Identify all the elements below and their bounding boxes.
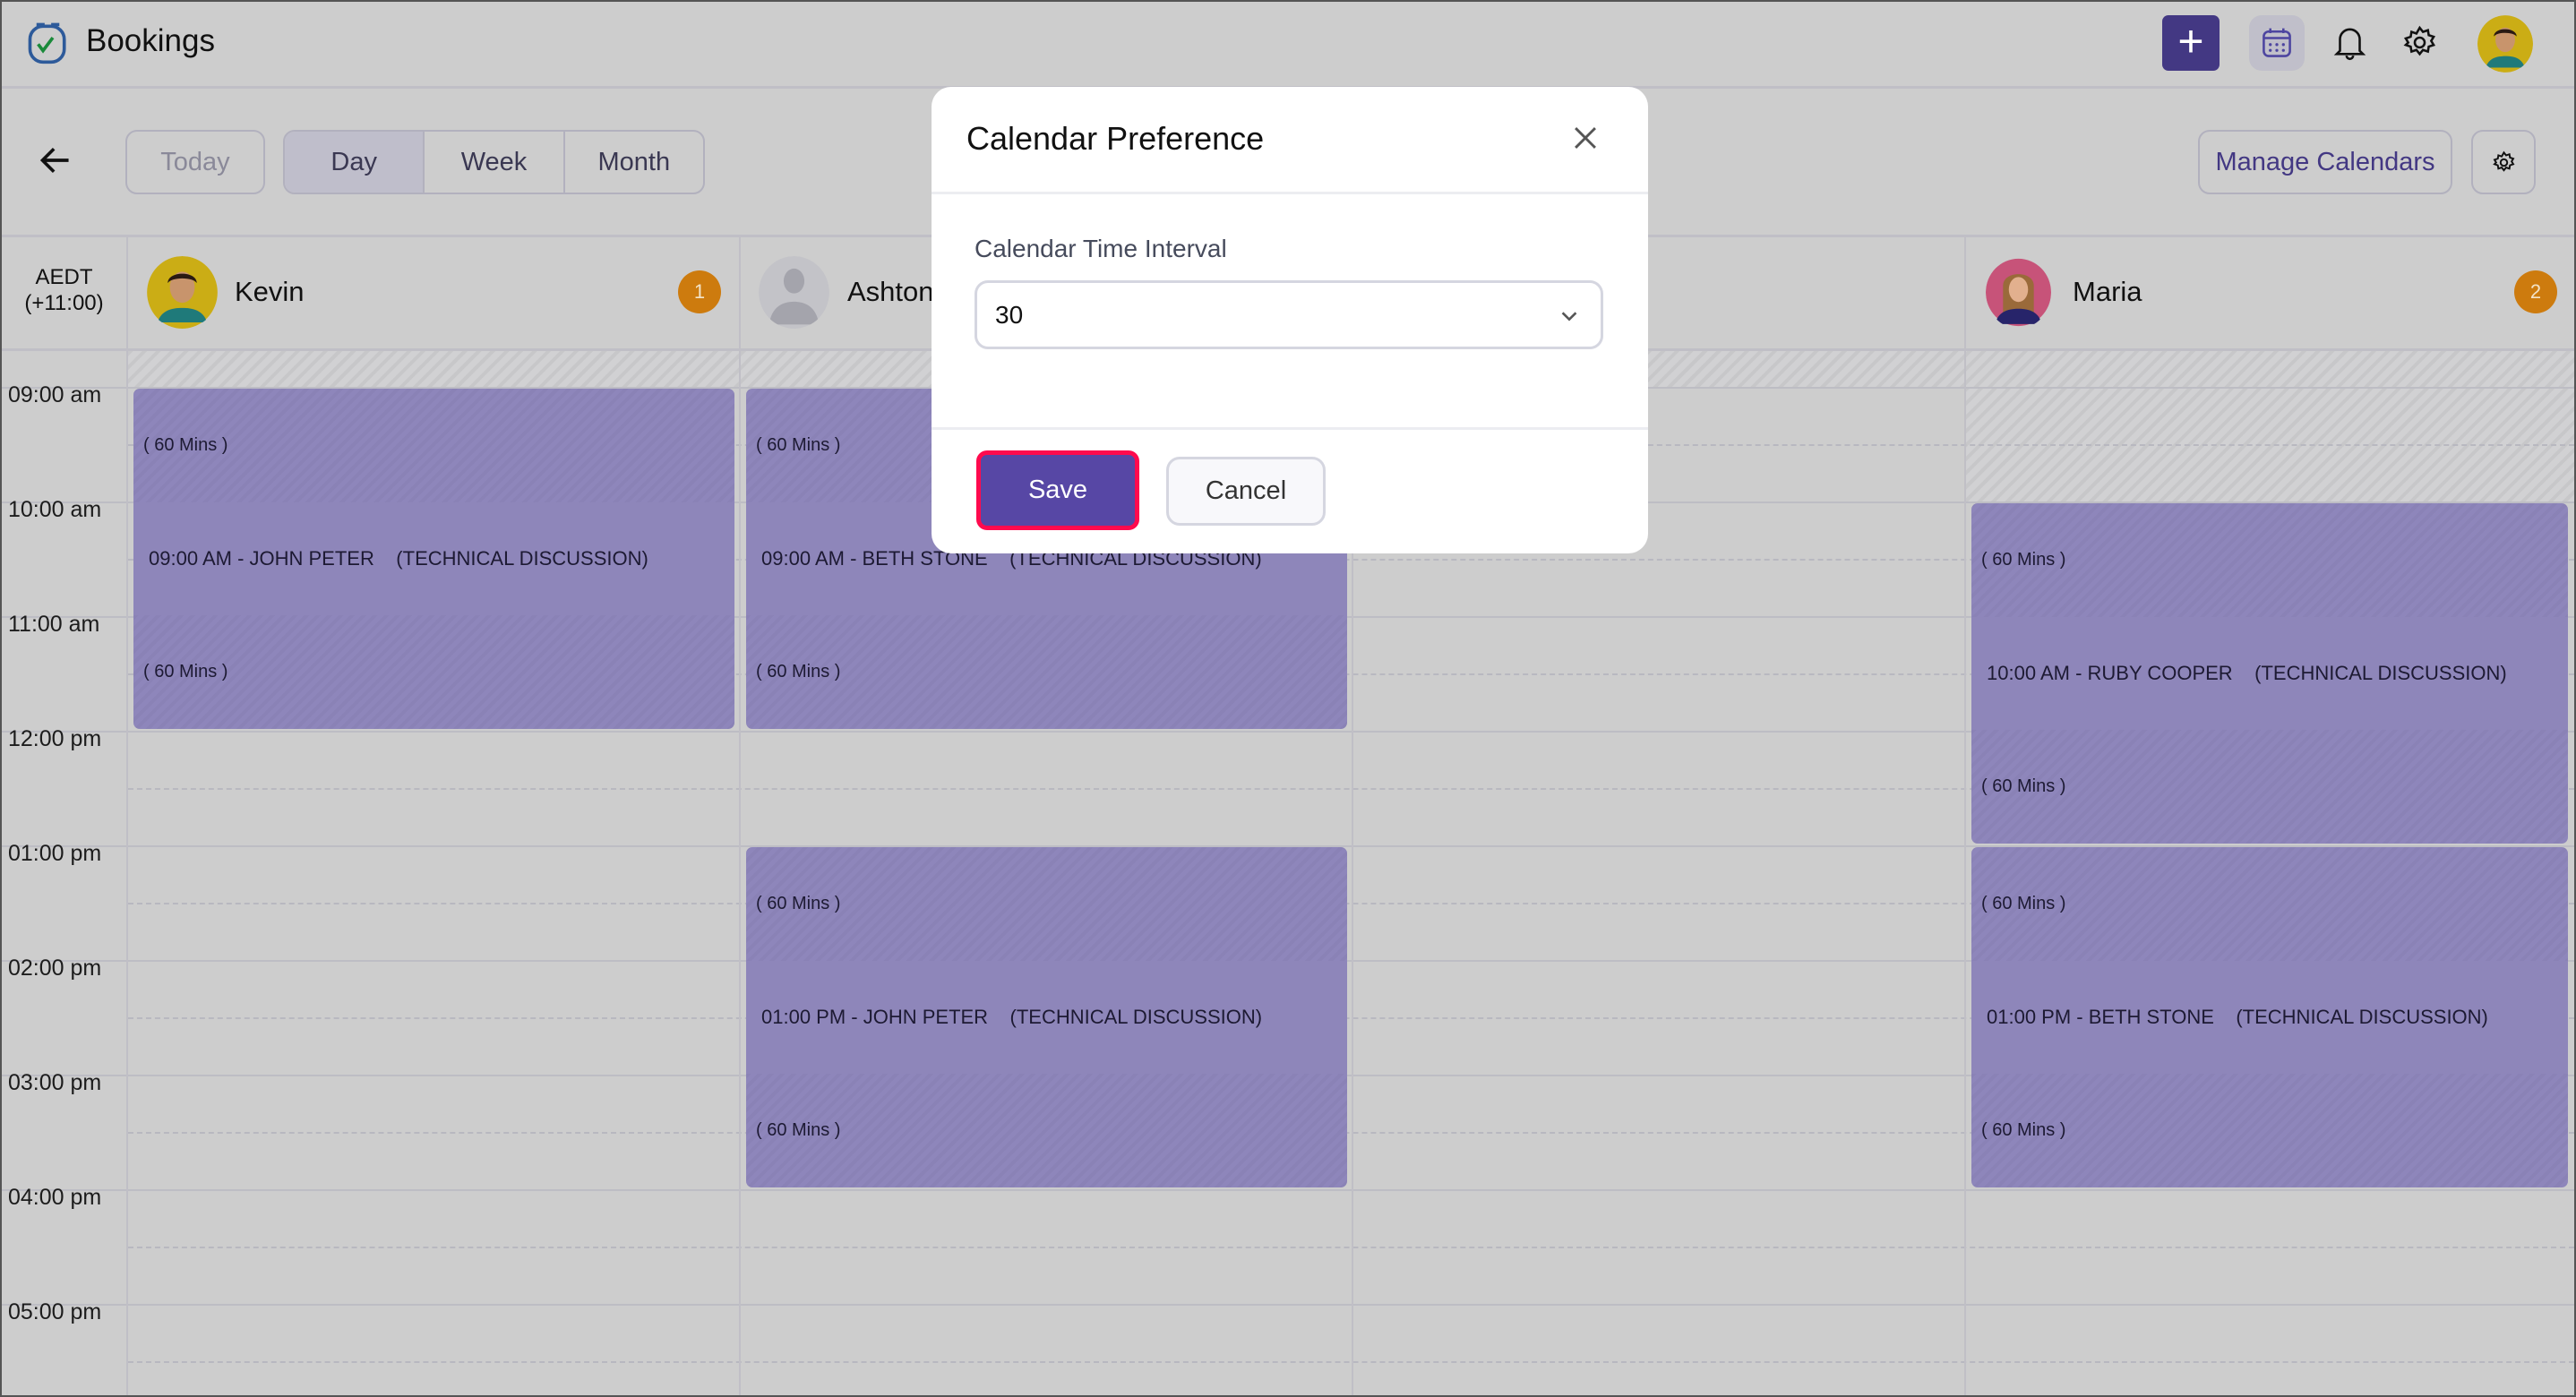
event-title: 01:00 PM - JOHN PETER (TECHNICAL DISCUSS… (746, 960, 1347, 1075)
user-avatar[interactable] (2477, 15, 2533, 73)
event-title: 09:00 AM - JOHN PETER (TECHNICAL DISCUSS… (133, 501, 734, 616)
column-divider (126, 351, 128, 1395)
calendar-preference-dialog: Calendar Preference Calendar Time Interv… (932, 87, 1648, 553)
column-divider (739, 351, 741, 1395)
time-label: 10:00 am (8, 497, 102, 522)
view-day-tab[interactable]: Day (285, 132, 425, 193)
view-month-tab[interactable]: Month (597, 147, 671, 176)
timezone-label: AEDT (+11:00) (2, 236, 128, 348)
time-label: 12:00 pm (8, 726, 102, 751)
event-duration: ( 60 Mins ) (1971, 847, 2568, 961)
half-hour-line (128, 1361, 2574, 1363)
top-bar: Bookings + (2, 2, 2574, 89)
hour-line (2, 1304, 2574, 1306)
kevin-avatar (147, 256, 218, 329)
back-arrow-icon[interactable] (38, 142, 73, 178)
column-divider (1964, 351, 1966, 1395)
bell-icon[interactable] (2325, 18, 2374, 67)
event-duration: ( 60 Mins ) (746, 615, 1347, 729)
half-hour-line (128, 673, 2574, 675)
half-hour-line (128, 788, 2574, 790)
divider (932, 192, 1648, 194)
app-title: Bookings (86, 23, 215, 58)
time-label: 11:00 am (8, 612, 100, 637)
event-duration: ( 60 Mins ) (746, 847, 1347, 961)
gear-icon (2492, 150, 2514, 172)
time-interval-label: Calendar Time Interval (975, 235, 1227, 262)
half-hour-line (128, 1247, 2574, 1248)
event-duration: ( 60 Mins ) (133, 615, 734, 729)
booking-count-badge: 1 (678, 270, 721, 313)
timezone-name: AEDT (35, 265, 93, 289)
add-booking-button[interactable]: + (2162, 15, 2220, 71)
time-label: 04:00 pm (8, 1185, 102, 1210)
staff-maria[interactable]: Maria 2 (1966, 236, 2574, 348)
calendar-settings-button[interactable] (2471, 130, 2536, 194)
manage-calendars-button[interactable]: Manage Calendars (2198, 130, 2452, 194)
view-switcher: Day Week Month (283, 130, 705, 194)
divider (932, 427, 1648, 430)
cancel-button[interactable]: Cancel (1166, 457, 1326, 526)
chevron-down-icon (1561, 312, 1577, 321)
maria-avatar (1986, 258, 2051, 327)
hour-line (2, 845, 2574, 847)
event-title: 10:00 AM - RUBY COOPER (TECHNICAL DISCUS… (1971, 616, 2568, 731)
timezone-offset: (+11:00) (24, 291, 104, 315)
booking-event[interactable]: ( 60 Mins ) 09:00 AM - JOHN PETER (TECHNI… (133, 389, 734, 729)
column-divider (1352, 351, 1353, 1395)
event-duration: ( 60 Mins ) (133, 389, 734, 502)
event-duration: ( 60 Mins ) (746, 1074, 1347, 1187)
close-icon[interactable] (1567, 120, 1603, 156)
event-duration: ( 60 Mins ) (1971, 730, 2568, 844)
time-label: 02:00 pm (8, 956, 102, 981)
half-hour-line (128, 1132, 2574, 1134)
staff-column-3[interactable] (1353, 236, 1966, 348)
time-label: 05:00 pm (8, 1299, 102, 1324)
plus-icon: + (2177, 16, 2204, 66)
booking-event[interactable]: ( 60 Mins ) 01:00 PM - BETH STONE (TECHNI… (1971, 847, 2568, 1187)
ashton-avatar-placeholder (759, 256, 829, 329)
half-hour-line (128, 1017, 2574, 1019)
event-title: 01:00 PM - BETH STONE (TECHNICAL DISCUSS… (1971, 960, 2568, 1075)
dialog-title: Calendar Preference (966, 120, 1265, 157)
time-label: 09:00 am (8, 382, 102, 407)
staff-name: Kevin (235, 276, 305, 307)
half-hour-line (128, 903, 2574, 904)
calendar-grid: 09:00 am 10:00 am 11:00 am 12:00 pm 01:00 pm… (2, 351, 2574, 1395)
today-button[interactable]: Today (125, 130, 265, 194)
time-interval-value: 30 (995, 301, 1024, 329)
booking-event[interactable]: ( 60 Mins ) 01:00 PM - JOHN PETER (TECHNI… (746, 847, 1347, 1187)
booking-event[interactable]: ( 60 Mins ) 10:00 AM - RUBY COOPER (TECHN… (1971, 503, 2568, 844)
calendar-view-button[interactable] (2249, 15, 2305, 71)
hour-line (2, 731, 2574, 733)
staff-kevin[interactable]: Kevin 1 (128, 236, 741, 348)
time-interval-select[interactable]: 30 (975, 280, 1603, 349)
hour-line (2, 1189, 2574, 1191)
view-week-tab[interactable]: Week (425, 132, 565, 193)
staff-ashton[interactable]: Ashton (741, 236, 1353, 348)
booking-count-badge: 2 (2514, 270, 2557, 313)
staff-name: Ashton (847, 276, 934, 307)
gear-icon[interactable] (2395, 18, 2444, 67)
time-label: 01:00 pm (8, 841, 102, 866)
staff-name: Maria (2073, 276, 2142, 307)
calendar-icon (2263, 28, 2291, 57)
bookings-logo-icon (28, 22, 66, 64)
half-hour-line (128, 559, 2574, 561)
event-duration: ( 60 Mins ) (1971, 1074, 2568, 1187)
save-button[interactable]: Save (976, 450, 1139, 530)
event-duration: ( 60 Mins ) (1971, 503, 2568, 617)
time-label: 03:00 pm (8, 1070, 102, 1095)
